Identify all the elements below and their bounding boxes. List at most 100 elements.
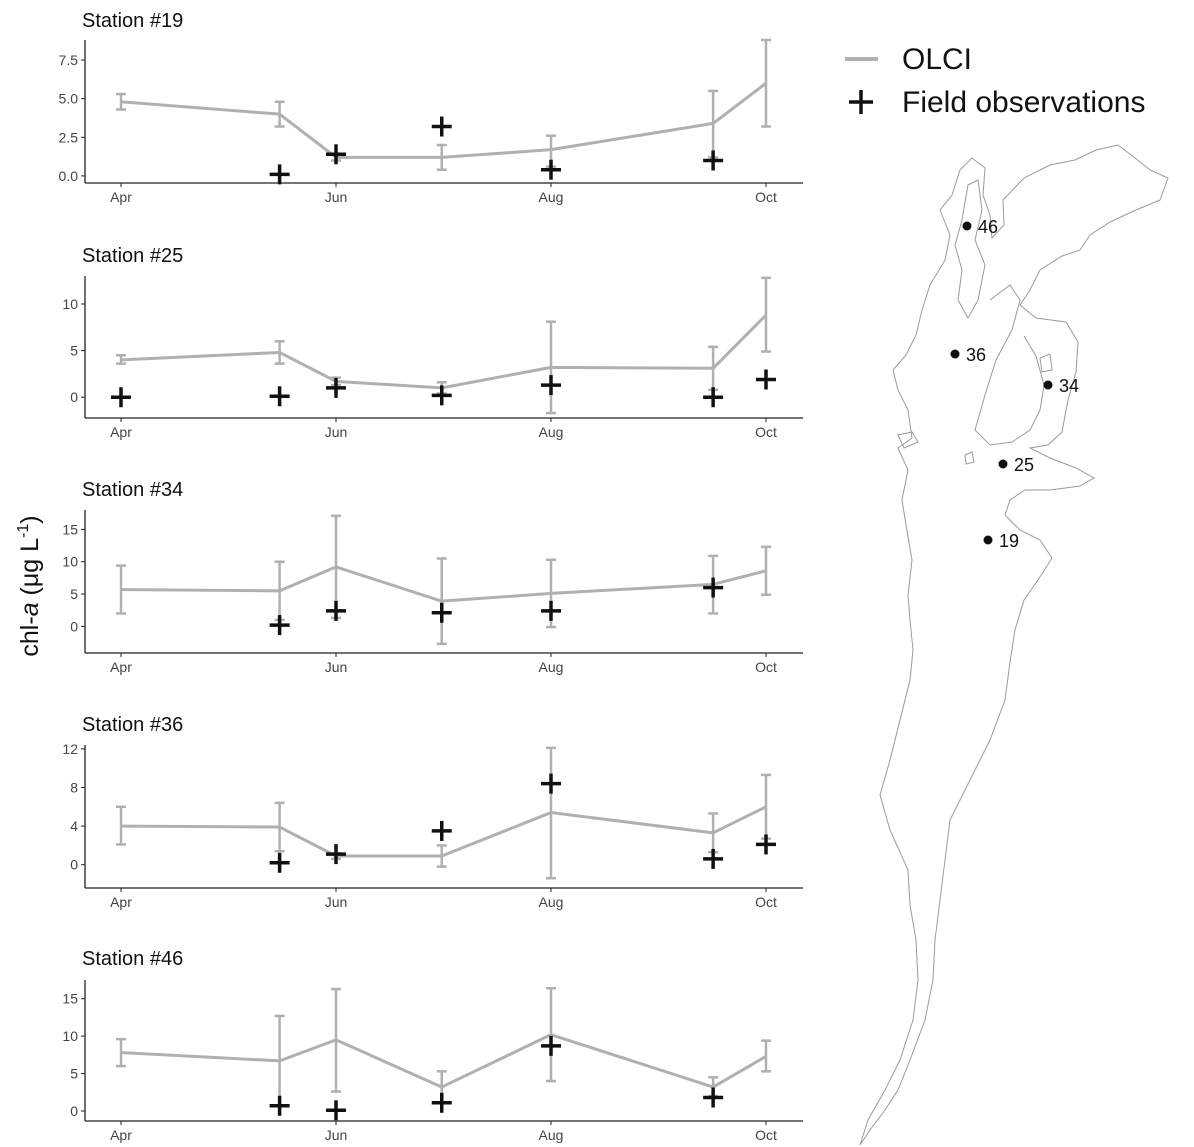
station-36-label: 36	[966, 345, 986, 365]
field-observation-point	[541, 600, 561, 621]
lake-island-small-3	[964, 451, 975, 465]
x-tick-label: Apr	[110, 189, 132, 205]
lake-island-large	[954, 179, 986, 320]
lake-inner-basin	[974, 284, 1045, 446]
field-observation-point	[269, 1095, 290, 1116]
field-observation-point	[269, 615, 290, 636]
x-tick-label: Jun	[325, 189, 348, 205]
station-34-dot	[1043, 380, 1053, 390]
x-tick-label: Jun	[325, 1127, 348, 1143]
legend-field-label: Field observations	[902, 86, 1145, 119]
field-observation-point	[326, 844, 346, 865]
field-observation-point	[431, 602, 452, 623]
olci-error-bar	[761, 276, 771, 353]
x-tick-label: Oct	[755, 1127, 777, 1143]
legend-olci-label: OLCI	[902, 43, 972, 76]
y-tick-label: 0	[70, 618, 78, 634]
olci-series-line	[120, 565, 767, 603]
station-markers: 46 36 34 25 19	[950, 217, 1079, 551]
y-tick-label: 8	[70, 779, 78, 795]
lake-island-small-2	[1039, 353, 1053, 373]
y-axis-label-unit: (μg L	[16, 538, 44, 603]
y-tick-label: 15	[62, 991, 78, 1007]
x-tick-label: Aug	[539, 1127, 564, 1143]
station-46-dot	[962, 221, 972, 231]
y-tick-label: 5.0	[59, 91, 79, 107]
x-tick-label: Oct	[755, 894, 777, 910]
field-observation-point	[756, 369, 776, 390]
field-observation-point	[269, 852, 290, 873]
station-36-dot	[950, 349, 960, 359]
x-tick-label: Apr	[110, 894, 132, 910]
x-tick-label: Aug	[539, 424, 564, 440]
chart-panel-5: Station #46 0 5 10 15 Apr Jun Aug Oct	[62, 948, 803, 1143]
field-observation-point	[541, 159, 561, 180]
station-34-label: 34	[1059, 376, 1079, 396]
station-19-dot	[983, 535, 993, 545]
field-observation-point	[111, 387, 131, 408]
x-tick-label: Oct	[755, 659, 777, 675]
station-25-label: 25	[1014, 455, 1034, 475]
y-tick-label: 0.0	[59, 168, 79, 184]
y-tick-label: 2.5	[59, 129, 79, 145]
lake-outline	[859, 144, 1169, 1146]
x-tick-label: Jun	[325, 659, 348, 675]
panel-title: Station #34	[82, 479, 183, 501]
olci-series-line	[120, 82, 767, 159]
field-observation-point	[703, 848, 724, 869]
y-tick-label: 7.5	[59, 52, 79, 68]
panel-title: Station #36	[82, 714, 183, 736]
x-tick-label: Apr	[110, 1127, 132, 1143]
lake-island-small-1	[897, 431, 919, 449]
x-tick-label: Oct	[755, 424, 777, 440]
field-observation-point	[431, 116, 452, 137]
olci-series-line	[120, 1033, 767, 1089]
y-axis-label: chl-a (μg L-1)	[15, 515, 44, 656]
panel-title: Station #25	[82, 245, 183, 267]
y-tick-label: 5	[70, 343, 78, 359]
x-tick-label: Aug	[539, 189, 564, 205]
field-observation-point	[703, 150, 724, 171]
chart-panel-4: Station #36 0 4 8 12 Apr Jun Aug Oct	[62, 714, 803, 910]
y-tick-label: 0	[70, 389, 78, 405]
field-observation-point	[703, 387, 724, 408]
y-tick-label: 5	[70, 586, 78, 602]
y-tick-label: 0	[70, 857, 78, 873]
field-observation-point	[269, 164, 290, 185]
y-axis-label-close: )	[16, 515, 44, 523]
field-observation-point	[703, 1087, 724, 1108]
olci-error-bar	[761, 1039, 771, 1073]
y-tick-label: 10	[62, 1028, 78, 1044]
station-46-label: 46	[978, 217, 998, 237]
field-observation-point	[703, 577, 724, 598]
legend: OLCI Field observations	[845, 43, 1145, 119]
chart-panel-1: Station #19 0.0 2.5 5.0 7.5 Apr Jun Aug Oct	[59, 10, 803, 205]
olci-error-bar	[116, 564, 126, 615]
y-tick-label: 10	[62, 296, 78, 312]
field-observation-point	[756, 834, 776, 855]
x-tick-label: Aug	[539, 659, 564, 675]
station-19-label: 19	[999, 531, 1019, 551]
chart-panel-3: Station #34 0 5 10 15 Apr Jun Aug Oct	[62, 479, 803, 675]
panel-title: Station #46	[82, 948, 183, 970]
y-tick-label: 5	[70, 1066, 78, 1082]
x-tick-label: Jun	[325, 894, 348, 910]
legend-field-swatch	[849, 90, 873, 114]
field-observation-point	[431, 820, 452, 841]
olci-error-bar	[116, 805, 126, 846]
field-observation-point	[431, 385, 452, 406]
olci-series-line	[120, 805, 767, 858]
field-observation-point	[326, 144, 346, 165]
field-observation-point	[541, 1035, 561, 1056]
y-tick-label: 12	[62, 741, 78, 757]
chart-panel-2: Station #25 0 5 10 Apr Jun Aug Oct	[62, 245, 803, 440]
y-axis-label-main: chl-	[16, 616, 44, 656]
x-tick-label: Oct	[755, 189, 777, 205]
field-observation-point	[269, 386, 290, 407]
field-observation-point	[541, 375, 561, 396]
y-axis-label-exponent: -1	[15, 524, 32, 538]
field-observation-point	[431, 1092, 452, 1113]
y-tick-label: 15	[62, 521, 78, 537]
lake-map	[859, 144, 1169, 1146]
